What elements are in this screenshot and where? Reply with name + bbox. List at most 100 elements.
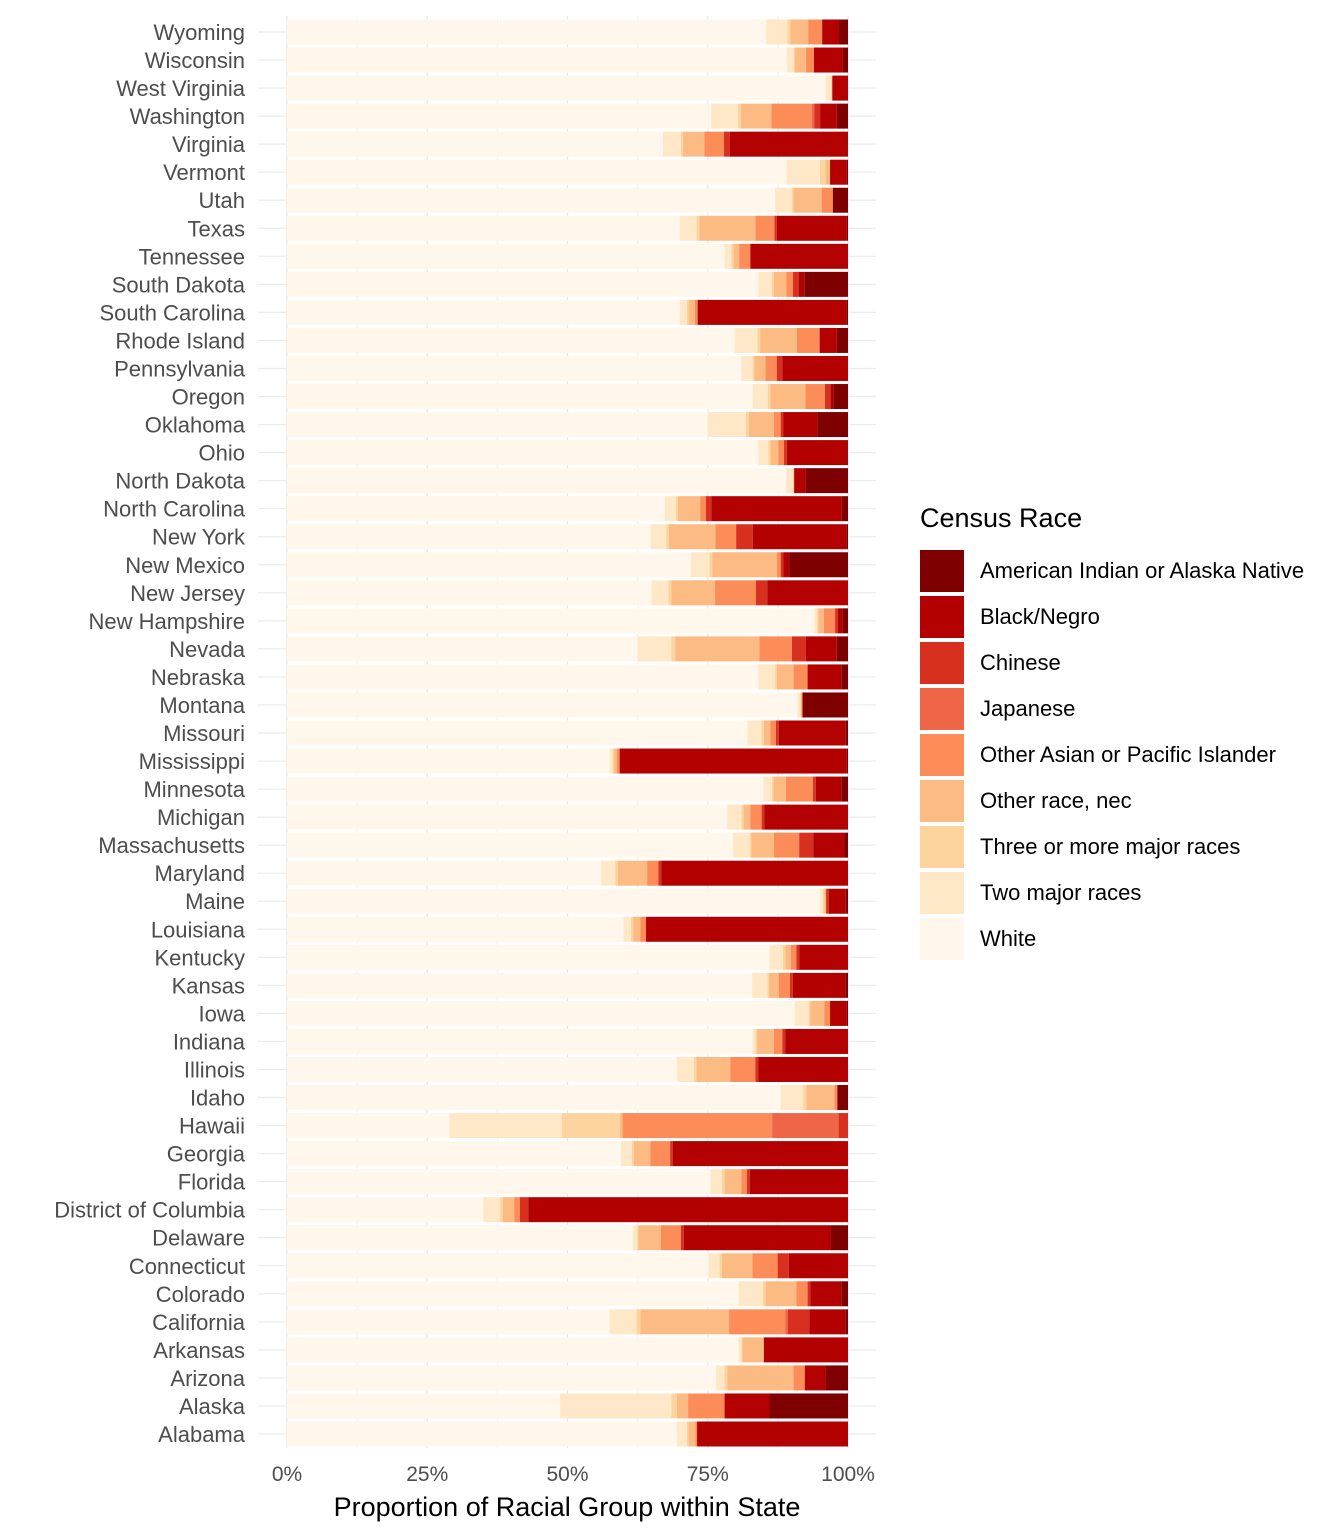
bar-segment: Arizona — Three or more major races — [724, 1365, 728, 1391]
legend-item: Three or more major races — [920, 824, 1304, 870]
bar-segment: Minnesota — White — [287, 776, 764, 802]
bar-segment: New Jersey — Other race, nec — [671, 580, 716, 606]
bar-segment: Nevada — Three or more major races — [671, 636, 676, 662]
bar-segment: New Hampshire — Three or more major race… — [817, 608, 819, 634]
bar-segment: Arkansas — Black/Negro — [763, 1337, 848, 1363]
bar-segment: Connecticut — Chinese — [777, 1253, 789, 1279]
legend: Census Race American Indian or Alaska Na… — [920, 502, 1304, 962]
legend-title: Census Race — [920, 503, 1083, 533]
bar-segment: Delaware — White — [287, 1225, 633, 1251]
bar-segment: West Virginia — Three or more major race… — [831, 75, 833, 101]
legend-items: American Indian or Alaska Native Black/Ne… — [920, 548, 1304, 962]
bar-segment: Mississippi — American Indian or Alaska … — [846, 748, 848, 774]
bar-segment: Louisiana — Black/Negro — [646, 916, 848, 942]
bar-segment: Oklahoma — American Indian or Alaska Nat… — [817, 412, 848, 438]
bar-segment: New Hampshire — Black/Negro — [837, 608, 843, 634]
bar-segment: Wisconsin — Other Asian or Pacific Islan… — [806, 47, 814, 73]
bar-segment: Missouri — Two major races — [747, 720, 762, 746]
bar-segment: Louisiana — Other Asian or Pacific Islan… — [640, 916, 647, 942]
bar-segment: New Hampshire — Other race, nec — [818, 608, 824, 634]
bar-segment: Oklahoma — Three or more major races — [745, 412, 749, 438]
x-axis-title: Proportion of Racial Group within State — [334, 1492, 801, 1522]
bar-segment: Alabama — Other race, nec — [688, 1421, 696, 1447]
bar-segment: Nevada — White — [287, 636, 638, 662]
y-tick-label: Oregon — [172, 385, 245, 410]
bar-segment: Oregon — Two major races — [752, 384, 768, 410]
y-tick-label: Maine — [185, 889, 245, 914]
bar-segment: North Dakota — Black/Negro — [794, 468, 806, 494]
bar-segment: Missouri — White — [287, 720, 748, 746]
y-tick-label: South Carolina — [99, 300, 245, 325]
bar-segment: Delaware — Other race, nec — [638, 1225, 661, 1251]
y-tick-label: Maryland — [155, 861, 245, 886]
bar-segment: Connecticut — White — [287, 1253, 709, 1279]
bar-segment: Nevada — Other Asian or Pacific Islander — [759, 636, 792, 662]
y-tick-label: Vermont — [163, 160, 245, 185]
bar-segment: New Hampshire — White — [287, 608, 815, 634]
bar-segment: Louisiana — White — [287, 916, 624, 942]
bar-segment: Virginia — Black/Negro — [729, 131, 848, 157]
bar-segment: Florida — White — [287, 1169, 711, 1195]
bar-segment: North Carolina — American Indian or Alas… — [841, 496, 848, 522]
bar-segment: Arizona — White — [287, 1365, 717, 1391]
bar-segment: Wisconsin — Three or more major races — [793, 47, 795, 73]
bar-segment: Kentucky — Other race, nec — [785, 944, 791, 970]
bar-segment: Iowa — White — [287, 1000, 795, 1026]
bar-segment: Rhode Island — Three or more major races — [757, 327, 761, 353]
bar-segment: Hawaii — Chinese — [838, 1113, 848, 1139]
y-tick-label: Arkansas — [153, 1338, 245, 1363]
legend-label: Japanese — [980, 696, 1076, 721]
bar-segment: Kansas — Chinese — [789, 972, 793, 998]
bar-segments: Wyoming — WhiteWyoming — Two major races… — [287, 19, 848, 1447]
y-tick-label: Mississippi — [139, 749, 245, 774]
x-tick-label: 75% — [687, 1463, 729, 1486]
bar-segment: Rhode Island — Other Asian or Pacific Is… — [797, 327, 820, 353]
bar-segment: New York — Other Asian or Pacific Island… — [715, 524, 737, 550]
bar-segment: New York — Black/Negro — [752, 524, 847, 550]
bar-segment: Rhode Island — Black/Negro — [819, 327, 837, 353]
bar-segment: Arizona — Other Asian or Pacific Islande… — [793, 1365, 805, 1391]
bar-segment: Massachusetts — Two major races — [732, 832, 750, 858]
bar-segment: South Carolina — Black/Negro — [697, 299, 847, 325]
bar-segment: Mississippi — Black/Negro — [619, 748, 847, 774]
bar-segment: South Dakota — Other race, nec — [773, 271, 787, 297]
bar-segment: Virginia — Three or more major races — [680, 131, 684, 157]
bar-segment: New Jersey — White — [287, 580, 652, 606]
bar-segment: Illinois — Two major races — [676, 1056, 694, 1082]
y-tick-label: Alaska — [179, 1394, 246, 1419]
bar-segment: Colorado — White — [287, 1281, 739, 1307]
y-tick-label: Illinois — [184, 1057, 245, 1082]
legend-swatch — [920, 596, 964, 638]
bar-segment: Kansas — White — [287, 972, 753, 998]
bar-segment: Washington — Black/Negro — [820, 103, 837, 129]
bar-segment: Idaho — Two major races — [780, 1085, 804, 1111]
bar-segment: Pennsylvania — White — [287, 355, 742, 381]
bar-segment: Colorado — Other Asian or Pacific Island… — [796, 1281, 808, 1307]
y-tick-label: Tennessee — [139, 244, 245, 269]
bar-segment: Maine — Three or more major races — [822, 888, 825, 914]
bar-segment: Rhode Island — Two major races — [734, 327, 758, 353]
bar-segment: Kentucky — Two major races — [769, 944, 783, 970]
bar-segment: California — Chinese — [787, 1309, 810, 1335]
bar-segment: Utah — Other race, nec — [793, 187, 822, 213]
bar-segment: Nebraska — Other race, nec — [776, 664, 794, 690]
bar-segment: Florida — Other Asian or Pacific Islande… — [741, 1169, 748, 1195]
bar-segment: Nebraska — Two major races — [758, 664, 776, 690]
bar-segment: Utah — White — [287, 187, 776, 213]
bar-segment: Tennessee — Two major races — [724, 243, 732, 269]
bar-segment: Colorado — American Indian or Alaska Nat… — [841, 1281, 848, 1307]
bar-segment: South Carolina — Other Asian or Pacific … — [694, 299, 698, 325]
bar-segment: Washington — American Indian or Alaska N… — [836, 103, 848, 129]
bar-segment: West Virginia — White — [287, 75, 826, 101]
bar-segment: New Mexico — Other Asian or Pacific Isla… — [776, 552, 781, 578]
bar-segment: Wyoming — Three or more major races — [787, 19, 791, 45]
legend-label: American Indian or Alaska Native — [980, 558, 1305, 583]
y-tick-label: Nebraska — [151, 665, 246, 690]
bar-segment: Kansas — Other race, nec — [769, 972, 779, 998]
bar-segment: New York — Two major races — [650, 524, 667, 550]
bar-segment: Kentucky — Three or more major races — [782, 944, 786, 970]
bar-segment: Massachusetts — White — [287, 832, 733, 858]
bar-segment: Arizona — American Indian or Alaska Nati… — [825, 1365, 848, 1391]
bar-segment: Illinois — Other Asian or Pacific Island… — [730, 1056, 756, 1082]
bar-segment: Tennessee — White — [287, 243, 725, 269]
